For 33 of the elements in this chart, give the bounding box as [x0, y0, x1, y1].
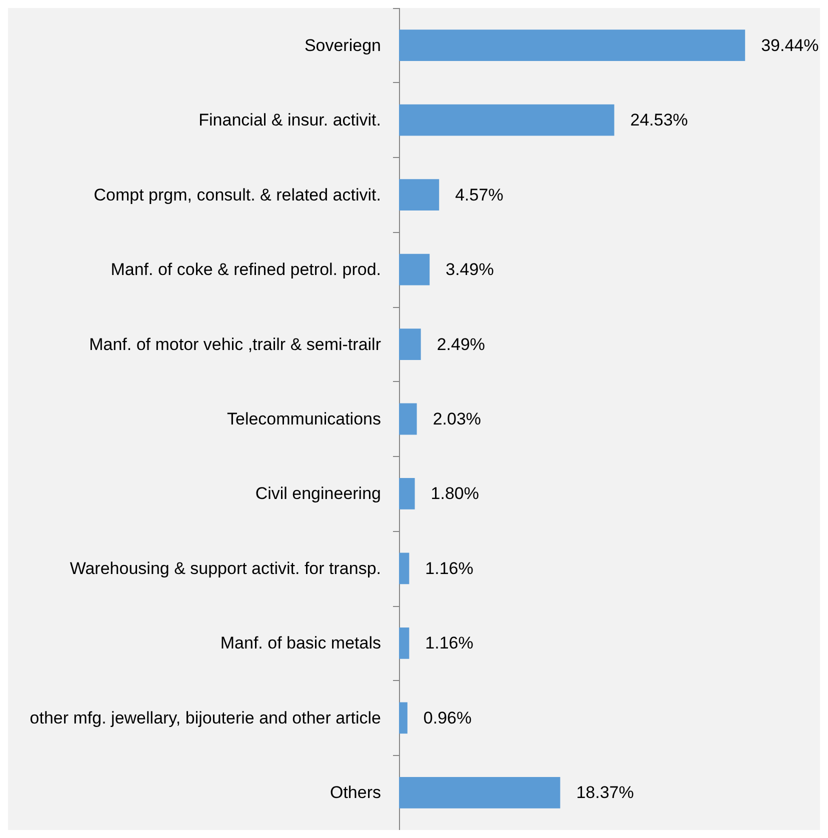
y-tick-label: Civil engineering — [255, 484, 381, 504]
data-label: 2.03% — [432, 410, 482, 428]
y-tick-label: Financial & insur. activit. — [198, 110, 381, 130]
bar — [399, 403, 417, 435]
y-tick-label: Others — [330, 783, 381, 802]
bar — [399, 478, 415, 510]
data-label: 39.44% — [761, 36, 819, 55]
bar — [399, 627, 410, 659]
y-tick-label: Compt prgm, consult. & related activit. — [94, 185, 381, 204]
y-tick-label: Warehousing & support activit. for transp. — [70, 558, 381, 578]
bar — [399, 328, 421, 360]
y-tick-label: Telecommunications — [226, 410, 381, 428]
y-tick-label: Manf. of basic metals — [220, 634, 381, 653]
y-tick-label: Manf. of coke & refined petrol. prod. — [110, 260, 381, 280]
bar — [399, 552, 410, 584]
data-label: 2.49% — [436, 334, 486, 354]
y-tick-label: Manf. of motor vehic ,trailr & semi-trailr — [89, 334, 382, 354]
data-label: 18.37% — [576, 783, 634, 802]
data-label: 3.49% — [446, 260, 494, 280]
bar — [399, 30, 746, 62]
data-label: 1.16% — [425, 634, 474, 653]
bar — [399, 702, 408, 734]
data-label: 24.53% — [630, 110, 688, 130]
bar — [399, 254, 430, 286]
bar — [399, 104, 614, 136]
data-label: 1.16% — [425, 558, 474, 578]
y-tick-label: Soveriegn — [304, 36, 381, 55]
data-label: 4.57% — [455, 185, 504, 204]
bar — [399, 776, 560, 808]
data-label: 0.96% — [423, 708, 472, 728]
bar — [399, 179, 440, 211]
y-tick-label: other mfg. jewellary, bijouterie and other article — [30, 708, 381, 728]
data-label: 1.80% — [430, 484, 479, 504]
